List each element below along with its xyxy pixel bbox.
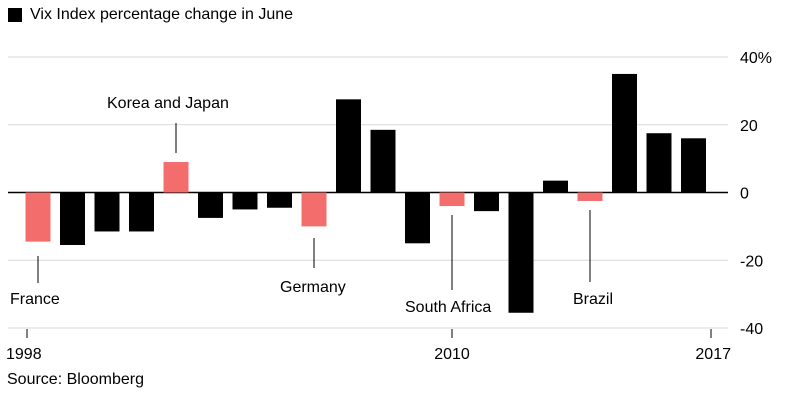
bar-1998 — [25, 192, 51, 242]
bar-2001 — [129, 192, 154, 232]
bar-2010 — [439, 192, 465, 207]
annotation-label-2014: Brazil — [573, 291, 613, 308]
bar-2003 — [198, 192, 223, 218]
y-tick-label: 40% — [740, 50, 772, 67]
legend-swatch — [8, 8, 22, 22]
y-tick-label: -20 — [740, 253, 763, 270]
bar-2014 — [577, 192, 603, 201]
x-tick-label: 2017 — [695, 346, 731, 363]
annotation-label-2010: South Africa — [405, 299, 491, 316]
source-note: Source: Bloomberg — [7, 371, 144, 388]
bar-2000 — [94, 192, 120, 232]
annotation-label-2006: Germany — [280, 279, 346, 296]
bar-2017 — [681, 138, 706, 193]
bar-2012 — [508, 192, 534, 313]
bar-2006 — [301, 192, 327, 227]
bar-1999 — [60, 192, 85, 246]
bar-2009 — [405, 192, 430, 244]
y-tick-label: -40 — [740, 321, 763, 338]
bar-2007 — [336, 99, 361, 193]
bar-2004 — [232, 192, 258, 210]
bar-2016 — [646, 133, 672, 193]
bar-2013 — [543, 180, 568, 193]
annotation-label-2002: Korea and Japan — [107, 95, 229, 112]
y-tick-label: 0 — [740, 186, 749, 203]
bar-2002 — [163, 162, 189, 193]
bar-2005 — [267, 192, 292, 208]
y-tick-label: 20 — [740, 118, 758, 135]
annotation-label-1998: France — [10, 291, 60, 308]
bar-2008 — [370, 129, 396, 193]
bar-2015 — [612, 73, 637, 193]
bar-2011 — [474, 192, 499, 212]
legend: Vix Index percentage change in June — [8, 6, 293, 24]
x-tick-label: 2010 — [434, 346, 470, 363]
x-tick-label: 1998 — [6, 346, 42, 363]
legend-label: Vix Index percentage change in June — [30, 6, 294, 23]
